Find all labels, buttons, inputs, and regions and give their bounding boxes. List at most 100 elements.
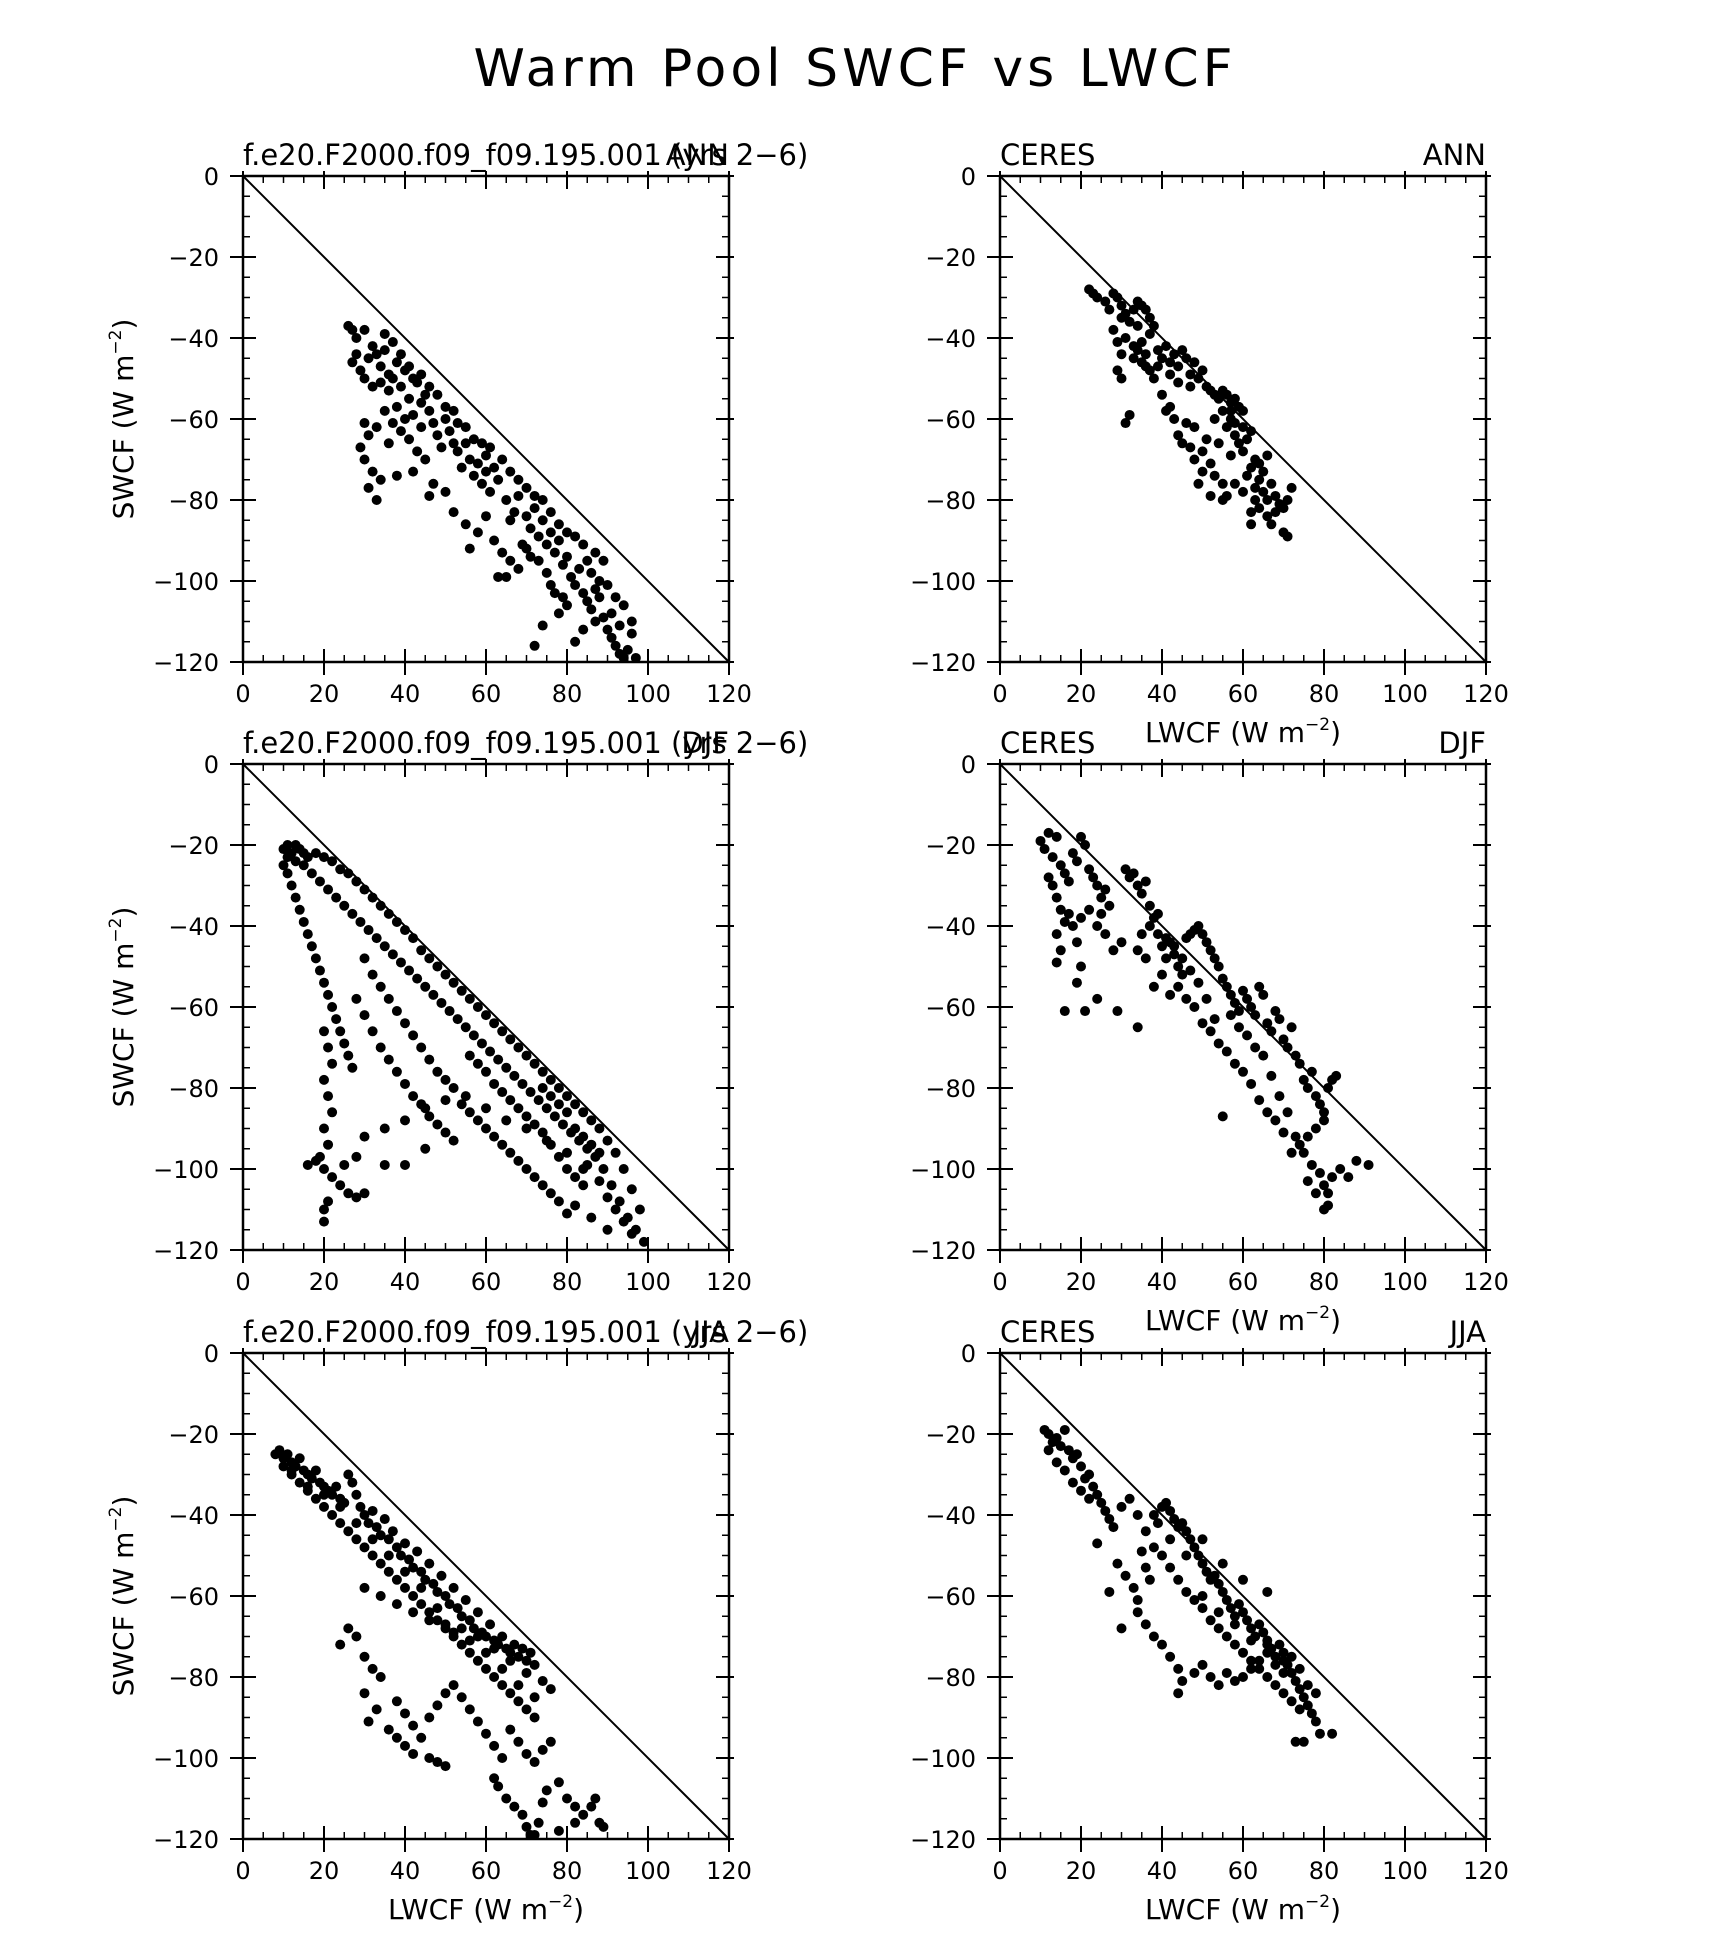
data-point bbox=[505, 555, 516, 566]
data-point bbox=[476, 438, 487, 449]
data-point bbox=[1290, 1676, 1301, 1687]
data-point bbox=[1310, 1091, 1321, 1102]
data-point bbox=[387, 337, 398, 348]
data-point bbox=[622, 644, 633, 655]
data-point bbox=[566, 571, 577, 582]
data-point bbox=[1165, 1651, 1176, 1662]
data-point bbox=[1205, 1026, 1216, 1037]
data-point bbox=[456, 985, 467, 996]
data-point bbox=[1294, 1058, 1305, 1069]
x-tick-label: 0 bbox=[992, 1268, 1007, 1296]
data-point bbox=[1258, 989, 1269, 1000]
data-point bbox=[1314, 1168, 1325, 1179]
data-point bbox=[570, 1172, 581, 1183]
data-point bbox=[1173, 981, 1184, 992]
data-point bbox=[1238, 486, 1248, 497]
data-point bbox=[1132, 345, 1143, 356]
data-point bbox=[412, 446, 423, 457]
x-tick-label: 20 bbox=[1066, 1268, 1097, 1296]
data-point bbox=[428, 989, 439, 1000]
data-point bbox=[1270, 1115, 1281, 1126]
data-point bbox=[387, 949, 398, 960]
data-point bbox=[1132, 1510, 1143, 1520]
data-point bbox=[468, 1030, 479, 1041]
data-point bbox=[1157, 1639, 1167, 1650]
data-point bbox=[400, 414, 410, 424]
x-axis-label: LWCF (W m−2) bbox=[1145, 1892, 1341, 1926]
data-point bbox=[529, 1659, 540, 1670]
panel-right-title: DJF bbox=[1438, 726, 1486, 760]
y-tick-label: −40 bbox=[925, 1502, 976, 1530]
data-point bbox=[395, 426, 406, 437]
y-tick-label: −100 bbox=[910, 1745, 976, 1773]
data-point bbox=[485, 442, 496, 453]
data-point bbox=[298, 916, 309, 927]
data-point bbox=[1148, 1510, 1159, 1520]
data-point bbox=[586, 1212, 597, 1223]
data-point bbox=[1157, 389, 1167, 400]
data-point bbox=[1132, 320, 1143, 331]
data-point bbox=[1217, 1111, 1228, 1122]
data-point bbox=[310, 1493, 321, 1504]
data-point bbox=[327, 1172, 338, 1183]
data-point bbox=[383, 1534, 394, 1545]
reference-line bbox=[999, 763, 1487, 1251]
x-tick-label: 0 bbox=[992, 680, 1007, 708]
data-point bbox=[343, 868, 354, 879]
data-point bbox=[1229, 1676, 1240, 1687]
y-tick-label: −120 bbox=[153, 1237, 219, 1265]
data-point bbox=[319, 1216, 329, 1227]
data-point bbox=[505, 515, 516, 526]
reference-line bbox=[999, 175, 1487, 663]
data-point bbox=[363, 925, 374, 936]
data-point bbox=[1084, 1469, 1095, 1480]
data-point bbox=[444, 1599, 455, 1610]
panel-ceres-jja: 0 20 40 60 80 100 120 0 −20 −40 −60 −80 −100 −120 CERE… bbox=[910, 1315, 1509, 1926]
data-point bbox=[351, 333, 362, 343]
data-point bbox=[590, 584, 601, 595]
data-point bbox=[1306, 1159, 1317, 1170]
data-point bbox=[602, 1135, 613, 1146]
data-point bbox=[1047, 880, 1058, 891]
data-point bbox=[517, 1809, 528, 1820]
data-point bbox=[1043, 1445, 1054, 1456]
data-point bbox=[1221, 1595, 1232, 1606]
data-point bbox=[1161, 1497, 1172, 1508]
data-point bbox=[440, 1619, 451, 1630]
data-point bbox=[1173, 430, 1184, 441]
data-point bbox=[1298, 1736, 1309, 1747]
data-point bbox=[1104, 1514, 1115, 1525]
data-point bbox=[489, 462, 500, 473]
data-point bbox=[432, 1586, 443, 1597]
data-point bbox=[1035, 835, 1046, 846]
data-point bbox=[1112, 365, 1123, 376]
data-point bbox=[1039, 844, 1050, 855]
data-point bbox=[1335, 1164, 1346, 1174]
data-point bbox=[1258, 1050, 1269, 1061]
data-point bbox=[387, 1526, 398, 1537]
data-point bbox=[626, 616, 637, 627]
data-point bbox=[371, 349, 382, 360]
data-point bbox=[1108, 945, 1119, 956]
data-point bbox=[586, 1115, 597, 1126]
data-point bbox=[440, 1688, 451, 1699]
data-point bbox=[383, 1054, 394, 1065]
data-point bbox=[557, 592, 568, 603]
data-point bbox=[1104, 1586, 1115, 1597]
data-point bbox=[343, 1050, 354, 1061]
data-point bbox=[347, 357, 358, 368]
data-point bbox=[1055, 1441, 1066, 1452]
y-tick-label: −100 bbox=[153, 1745, 219, 1773]
data-point bbox=[501, 1062, 512, 1073]
data-point bbox=[1136, 929, 1147, 940]
data-point bbox=[1302, 1083, 1313, 1093]
data-point bbox=[408, 1720, 419, 1731]
data-point bbox=[420, 1574, 431, 1585]
data-point bbox=[440, 1095, 451, 1106]
data-point bbox=[586, 1139, 597, 1150]
data-point bbox=[1189, 357, 1200, 368]
data-point bbox=[521, 1821, 532, 1832]
data-point bbox=[1221, 422, 1232, 433]
data-point bbox=[472, 1058, 483, 1069]
data-point bbox=[525, 1647, 536, 1658]
